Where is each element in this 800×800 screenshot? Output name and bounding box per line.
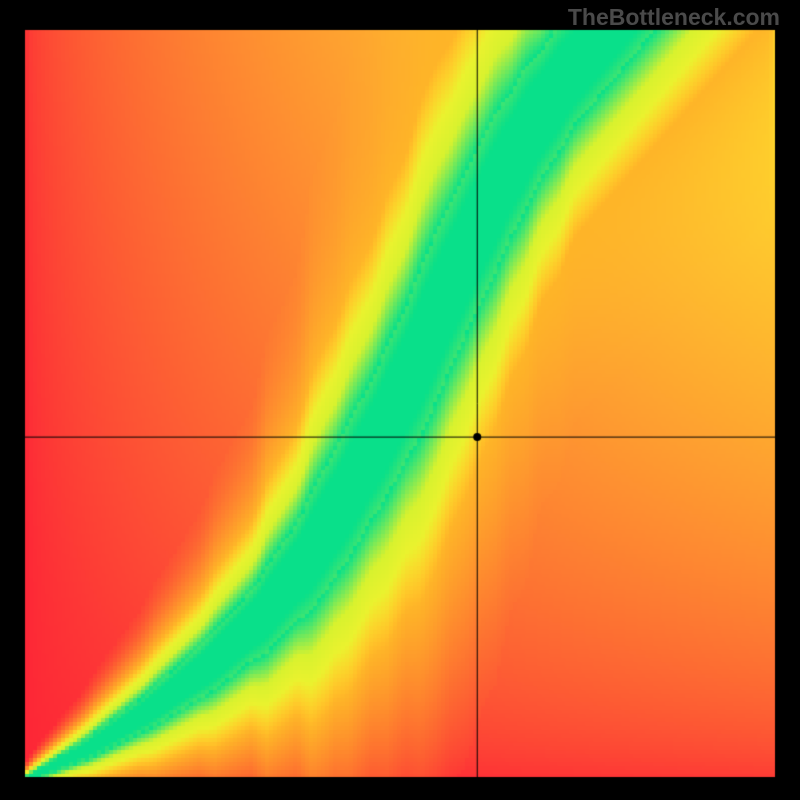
watermark-text: TheBottleneck.com — [568, 4, 780, 31]
chart-container: TheBottleneck.com — [0, 0, 800, 800]
bottleneck-heatmap — [0, 0, 800, 800]
